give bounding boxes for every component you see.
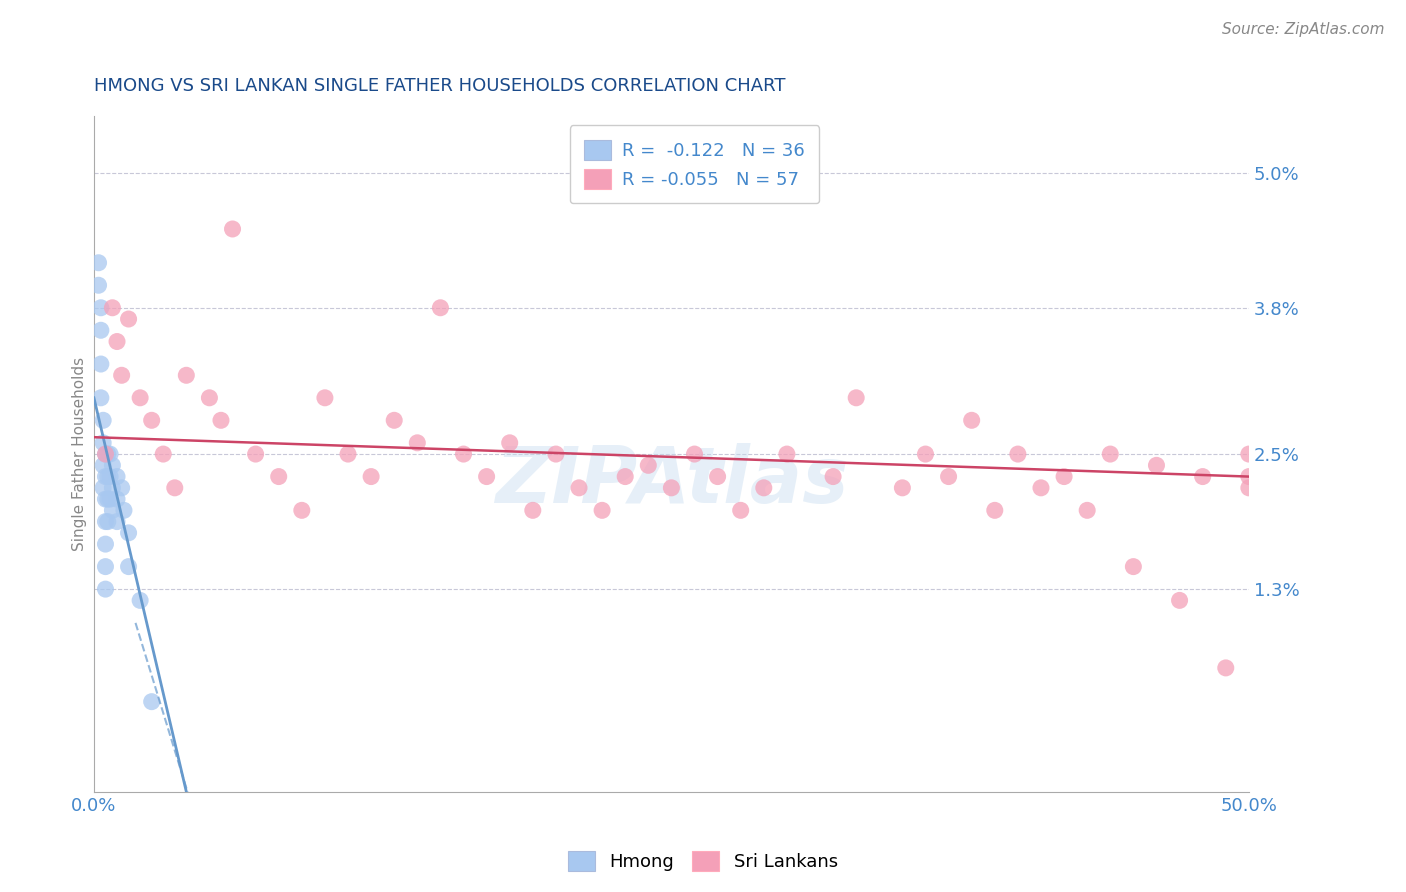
Point	[91, 435, 114, 450]
Point	[245, 447, 267, 461]
Point	[101, 458, 124, 473]
Point	[1122, 559, 1144, 574]
Point	[94, 537, 117, 551]
Point	[406, 435, 429, 450]
Point	[1215, 661, 1237, 675]
Point	[87, 278, 110, 293]
Point	[117, 559, 139, 574]
Point	[163, 481, 186, 495]
Text: Source: ZipAtlas.com: Source: ZipAtlas.com	[1222, 22, 1385, 37]
Point	[683, 447, 706, 461]
Point	[1191, 469, 1213, 483]
Point	[522, 503, 544, 517]
Point	[90, 357, 112, 371]
Point	[90, 323, 112, 337]
Point	[1146, 458, 1168, 473]
Point	[97, 492, 120, 507]
Point	[90, 301, 112, 315]
Point	[94, 447, 117, 461]
Point	[94, 447, 117, 461]
Point	[105, 469, 128, 483]
Point	[111, 368, 134, 383]
Point	[337, 447, 360, 461]
Point	[1053, 469, 1076, 483]
Point	[91, 413, 114, 427]
Point	[97, 515, 120, 529]
Point	[614, 469, 637, 483]
Point	[152, 447, 174, 461]
Point	[914, 447, 936, 461]
Point	[1168, 593, 1191, 607]
Point	[94, 515, 117, 529]
Point	[637, 458, 659, 473]
Point	[129, 593, 152, 607]
Point	[221, 222, 243, 236]
Point	[94, 492, 117, 507]
Point	[960, 413, 983, 427]
Point	[94, 582, 117, 596]
Text: HMONG VS SRI LANKAN SINGLE FATHER HOUSEHOLDS CORRELATION CHART: HMONG VS SRI LANKAN SINGLE FATHER HOUSEH…	[94, 78, 786, 95]
Point	[499, 435, 522, 450]
Point	[141, 413, 163, 427]
Point	[891, 481, 914, 495]
Y-axis label: Single Father Households: Single Father Households	[72, 357, 87, 551]
Point	[98, 492, 121, 507]
Point	[1237, 447, 1260, 461]
Point	[94, 559, 117, 574]
Point	[823, 469, 845, 483]
Point	[1007, 447, 1029, 461]
Point	[176, 368, 198, 383]
Point	[91, 458, 114, 473]
Point	[105, 334, 128, 349]
Point	[101, 301, 124, 315]
Point	[98, 469, 121, 483]
Point	[776, 447, 799, 461]
Point	[87, 256, 110, 270]
Point	[1029, 481, 1052, 495]
Point	[91, 481, 114, 495]
Point	[112, 503, 135, 517]
Point	[267, 469, 290, 483]
Point	[845, 391, 868, 405]
Point	[101, 503, 124, 517]
Point	[661, 481, 683, 495]
Point	[475, 469, 498, 483]
Point	[129, 391, 152, 405]
Point	[382, 413, 405, 427]
Point	[117, 525, 139, 540]
Point	[98, 447, 121, 461]
Point	[591, 503, 613, 517]
Point	[209, 413, 232, 427]
Point	[141, 695, 163, 709]
Point	[544, 447, 567, 461]
Point	[1099, 447, 1122, 461]
Point	[1237, 481, 1260, 495]
Point	[314, 391, 336, 405]
Point	[706, 469, 728, 483]
Point	[105, 515, 128, 529]
Point	[94, 469, 117, 483]
Point	[97, 447, 120, 461]
Point	[111, 481, 134, 495]
Point	[117, 312, 139, 326]
Point	[429, 301, 451, 315]
Point	[105, 492, 128, 507]
Point	[198, 391, 221, 405]
Legend: R =  -0.122   N = 36, R = -0.055   N = 57: R = -0.122 N = 36, R = -0.055 N = 57	[569, 126, 820, 203]
Point	[90, 391, 112, 405]
Point	[97, 469, 120, 483]
Point	[1237, 469, 1260, 483]
Point	[291, 503, 314, 517]
Point	[568, 481, 591, 495]
Legend: Hmong, Sri Lankans: Hmong, Sri Lankans	[561, 844, 845, 879]
Point	[938, 469, 960, 483]
Point	[101, 481, 124, 495]
Point	[1076, 503, 1098, 517]
Point	[360, 469, 382, 483]
Text: ZIPAtlas: ZIPAtlas	[495, 443, 848, 519]
Point	[984, 503, 1007, 517]
Point	[752, 481, 775, 495]
Point	[453, 447, 475, 461]
Point	[730, 503, 752, 517]
